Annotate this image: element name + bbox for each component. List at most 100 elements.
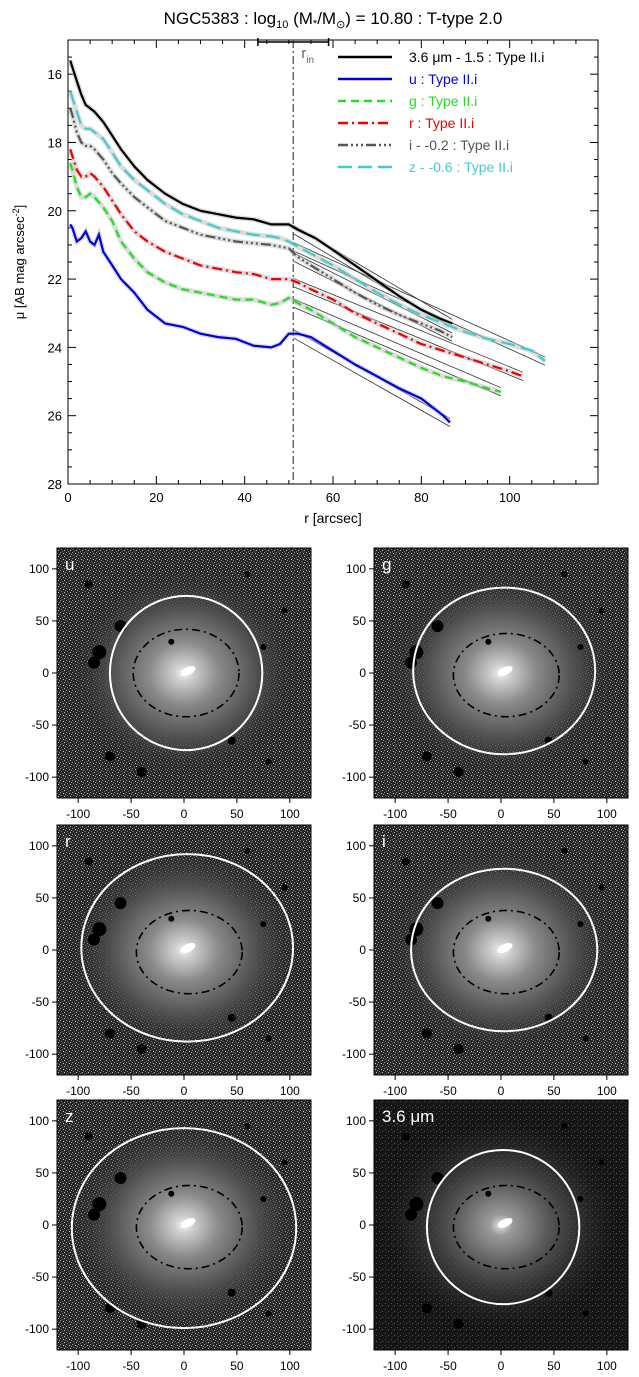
panel-y-tick-label: 50 xyxy=(36,614,50,628)
masked-source xyxy=(88,933,101,946)
masked-source xyxy=(92,645,107,660)
panel-x-tick-label: -100 xyxy=(383,807,407,821)
masked-source xyxy=(168,1190,175,1197)
panel-x-tick-label: 0 xyxy=(181,1084,188,1098)
legend-label: i - -0.2 : Type II.i xyxy=(409,137,509,153)
panel-x-tick-label: 100 xyxy=(597,1359,617,1373)
panel-y-tick-label: -100 xyxy=(342,770,366,784)
masked-source xyxy=(265,1310,272,1317)
panel-y-tick-label: 0 xyxy=(359,666,366,680)
y-tick-label: 24 xyxy=(48,340,62,355)
profile-series xyxy=(68,59,547,425)
x-tick-label: 0 xyxy=(64,490,71,505)
y-axis-label: μ [AB mag arcsec-2] xyxy=(11,205,27,320)
r-in-label: rin xyxy=(301,45,314,66)
panel-x-tick-label: 50 xyxy=(547,1084,561,1098)
outer-ellipse xyxy=(410,867,599,1033)
y-tick-label: 26 xyxy=(48,409,62,424)
panel-y-tick-label: 100 xyxy=(346,562,366,576)
series-line xyxy=(69,60,453,325)
masked-source xyxy=(405,656,418,669)
r-in-marker: rin xyxy=(257,38,330,484)
panel-x-tick-label: 0 xyxy=(181,807,188,821)
band-label: u xyxy=(65,555,74,574)
galaxy-core xyxy=(497,666,513,676)
panel-y-tick-label: 50 xyxy=(353,891,367,905)
masked-source xyxy=(168,915,175,922)
masked-source xyxy=(431,620,444,633)
band-label: r xyxy=(65,832,71,851)
masked-source xyxy=(561,848,568,855)
fit-line xyxy=(293,278,524,373)
masked-source xyxy=(265,1035,272,1042)
panel-y-tick-label: -100 xyxy=(342,1322,366,1336)
series-line xyxy=(69,223,451,424)
masked-source xyxy=(401,580,410,589)
galaxy-core xyxy=(180,666,196,676)
masked-source xyxy=(577,643,584,650)
masked-source xyxy=(227,736,236,745)
chart-title: NGC5383 : log10 (M*/M⊙) = 10.80 : T-type… xyxy=(164,9,503,31)
legend-label: g : Type II.i xyxy=(409,93,477,109)
panel-x-tick-label: -100 xyxy=(66,807,90,821)
panel-x-tick-label: 0 xyxy=(181,1359,188,1373)
masked-source xyxy=(136,1043,147,1054)
series-error-band xyxy=(68,223,452,425)
y-tick-label: 18 xyxy=(48,135,62,150)
panel-x-tick-label: 100 xyxy=(280,1084,300,1098)
panel-x-tick-label: 50 xyxy=(547,807,561,821)
masked-source xyxy=(401,857,410,866)
panel-y-tick-label: 100 xyxy=(346,1114,366,1128)
legend-label: u : Type II.i xyxy=(409,71,477,87)
masked-source xyxy=(453,766,464,777)
outer-ellipse xyxy=(80,853,295,1043)
panel-y-tick-label: 50 xyxy=(36,1166,50,1180)
masked-source xyxy=(260,920,267,927)
panel-y-tick-label: 0 xyxy=(42,666,49,680)
panel-x-tick-label: 50 xyxy=(230,807,244,821)
masked-source xyxy=(485,638,492,645)
inner-ellipse xyxy=(452,909,561,995)
masked-source xyxy=(244,571,251,578)
x-axis-ticks: 0 20 40 60 80 100 xyxy=(64,40,577,505)
masked-source xyxy=(84,1132,93,1141)
series-line xyxy=(69,90,546,362)
panel-y-tick-label: 0 xyxy=(42,1218,49,1232)
panel-x-tick-label: 0 xyxy=(498,1084,505,1098)
y-tick-label: 16 xyxy=(48,67,62,82)
outer-ellipse xyxy=(70,1127,298,1330)
band-panel: i -100 -50 0 50 100 100 50 0 -50 -100 xyxy=(342,824,629,1098)
band-image-panels: u -100 -50 0 50 100 100 50 0 -50 -100 g -100 -50 0 50 10… xyxy=(25,547,629,1373)
masked-source xyxy=(84,580,93,589)
band-label: i xyxy=(382,832,386,851)
panel-x-tick-label: -100 xyxy=(383,1359,407,1373)
series-line xyxy=(69,162,502,393)
masked-source xyxy=(227,1288,236,1297)
inner-ellipse xyxy=(452,632,561,718)
masked-source xyxy=(421,1028,432,1039)
band-label: 3.6 μm xyxy=(382,1107,434,1126)
profile-chart: NGC5383 : log10 (M*/M⊙) = 10.80 : T-type… xyxy=(11,9,599,526)
series-error-band xyxy=(68,90,547,363)
masked-source xyxy=(409,1197,424,1212)
masked-source xyxy=(431,897,444,910)
inner-ellipse xyxy=(452,1184,561,1270)
panel-x-tick-label: -50 xyxy=(122,1084,140,1098)
fit-line xyxy=(293,252,453,334)
inner-ellipse xyxy=(135,1184,244,1270)
masked-source xyxy=(281,607,288,614)
outer-ellipse xyxy=(412,586,597,756)
masked-source xyxy=(582,1035,589,1042)
panel-x-tick-label: -50 xyxy=(439,807,457,821)
masked-source xyxy=(84,857,93,866)
panel-y-tick-label: -100 xyxy=(342,1047,366,1061)
masked-source xyxy=(421,751,432,762)
masked-source xyxy=(598,884,605,891)
x-axis-label: r [arcsec] xyxy=(304,510,362,526)
panel-y-tick-label: 0 xyxy=(359,1218,366,1232)
galaxy-core xyxy=(180,1218,196,1228)
panel-y-tick-label: 50 xyxy=(353,1166,367,1180)
band-panel: r -100 -50 0 50 100 100 50 0 -50 -100 xyxy=(25,824,312,1098)
masked-source xyxy=(114,897,127,910)
panel-y-tick-label: -50 xyxy=(32,718,50,732)
